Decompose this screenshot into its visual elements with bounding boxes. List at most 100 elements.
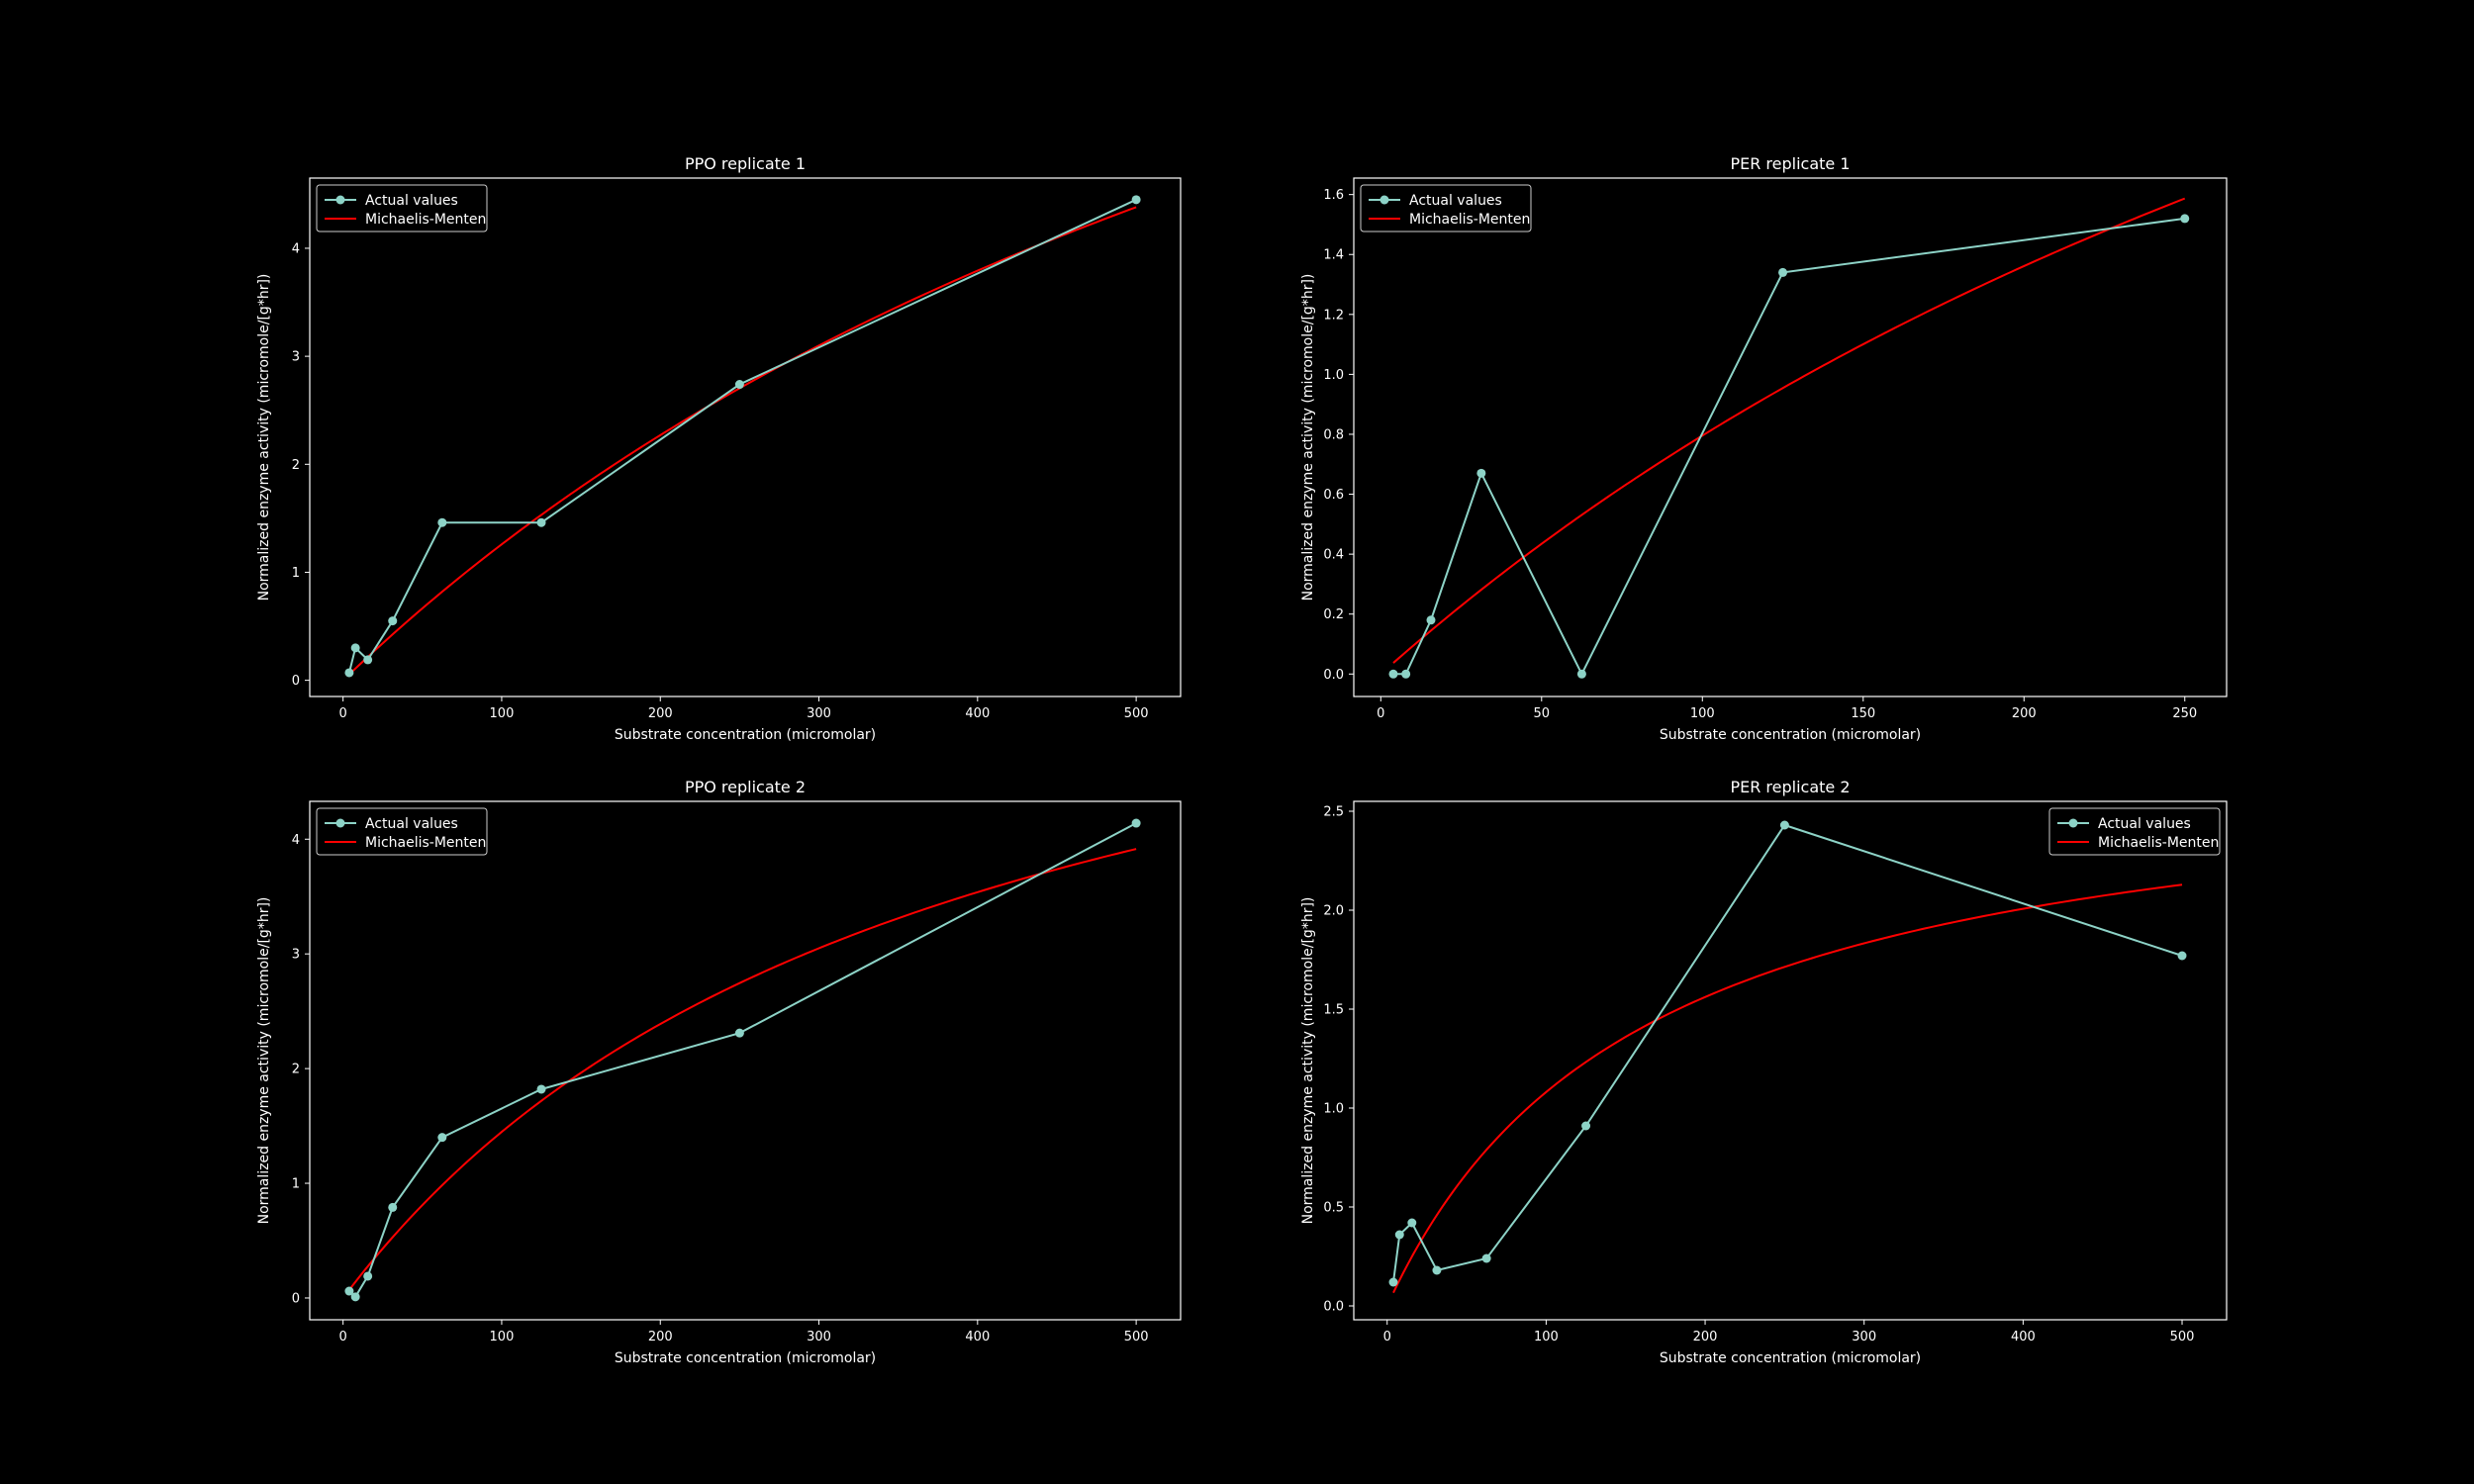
axes-frame — [309, 177, 1182, 697]
actual-value-point — [1131, 818, 1141, 828]
y-axis-label: Normalized enzyme activity (micromole/[g… — [256, 897, 272, 1225]
michaelis-menten-curve — [348, 848, 1137, 1291]
y-tick-label: 0.8 — [1323, 427, 1344, 442]
y-tick-label: 0.0 — [1323, 668, 1344, 683]
legend-actual-marker — [2068, 818, 2078, 828]
actual-values-line — [1392, 823, 2183, 1283]
legend-actual-label: Actual values — [1409, 193, 1502, 209]
chart-title: PER replicate 2 — [1730, 778, 1850, 796]
michaelis-menten-curve — [348, 206, 1137, 676]
x-tick-label: 0 — [1377, 706, 1384, 721]
chart-panel-1: PPO replicate 1 0 100 200 300 400 500 0 1 2 3 4 Subs… — [256, 154, 1182, 743]
legend: Actual values Michaelis-Menten — [2048, 807, 2221, 856]
actual-value-point — [1407, 1218, 1417, 1228]
x-tick-label: 400 — [965, 706, 990, 721]
legend: Actual values Michaelis-Menten — [316, 184, 488, 232]
actual-value-point — [2180, 214, 2190, 224]
actual-value-point — [1131, 195, 1141, 205]
y-axis-label: Normalized enzyme activity (micromole/[g… — [1300, 897, 1316, 1225]
legend-frame — [316, 184, 488, 232]
x-axis-label: Substrate concentration (micromolar) — [615, 727, 876, 743]
y-tick-label: 1.2 — [1323, 308, 1344, 323]
y-tick-label: 2 — [292, 1063, 300, 1077]
actual-value-point — [1432, 1265, 1442, 1275]
x-tick-label: 50 — [1534, 706, 1551, 721]
y-tick-label: 1 — [292, 566, 300, 581]
actual-value-point — [1401, 669, 1411, 679]
legend-actual-label: Actual values — [365, 193, 458, 209]
y-tick-label: 1 — [292, 1177, 300, 1192]
x-axis-label: Substrate concentration (micromolar) — [1660, 1350, 1921, 1366]
x-tick-label: 100 — [490, 1330, 515, 1345]
legend-model-label: Michaelis-Menten — [365, 212, 486, 228]
x-tick-label: 300 — [1852, 1330, 1876, 1345]
plot-area — [1388, 820, 2187, 1294]
x-tick-label: 300 — [807, 1330, 831, 1345]
x-tick-label: 100 — [490, 706, 515, 721]
axes-frame — [1353, 800, 2228, 1321]
actual-value-point — [363, 1271, 373, 1281]
actual-value-point — [1394, 1230, 1404, 1240]
x-tick-label: 400 — [965, 1330, 990, 1345]
actual-value-point — [437, 1133, 447, 1143]
actual-value-point — [536, 517, 546, 527]
x-tick-label: 0 — [1383, 1330, 1391, 1345]
x-tick-label: 100 — [1690, 706, 1715, 721]
actual-value-point — [350, 643, 360, 653]
actual-value-point — [1576, 669, 1586, 679]
y-tick-label: 1.5 — [1323, 1003, 1344, 1018]
actual-value-point — [1476, 468, 1486, 478]
legend-model-label: Michaelis-Menten — [2098, 835, 2219, 851]
y-tick-label: 2.0 — [1323, 904, 1344, 919]
legend-actual-marker — [335, 195, 345, 205]
michaelis-menten-curve — [1392, 883, 2183, 1294]
legend-frame — [1360, 184, 1532, 232]
x-tick-label: 200 — [1693, 1330, 1718, 1345]
legend-actual-label: Actual values — [365, 816, 458, 832]
y-tick-label: 0 — [292, 1291, 300, 1306]
x-axis-label: Substrate concentration (micromolar) — [1660, 727, 1921, 743]
x-tick-label: 300 — [807, 706, 831, 721]
axes-frame — [1353, 177, 2228, 697]
y-tick-label: 1.0 — [1323, 368, 1344, 383]
michaelis-menten-curve — [1392, 197, 2186, 664]
y-tick-label: 0.5 — [1323, 1201, 1344, 1216]
chart-panel-3: PPO replicate 2 0 100 200 300 400 500 0 1 2 3 4 Subs… — [256, 778, 1182, 1366]
actual-value-point — [1779, 820, 1789, 830]
legend-actual-marker — [1380, 195, 1389, 205]
x-axis-label: Substrate concentration (micromolar) — [615, 1350, 876, 1366]
x-tick-label: 150 — [1851, 706, 1875, 721]
actual-value-point — [1388, 1277, 1398, 1287]
y-tick-label: 3 — [292, 948, 300, 963]
y-tick-label: 4 — [292, 241, 300, 256]
axes-frame — [309, 800, 1182, 1321]
actual-values-line — [348, 822, 1137, 1299]
chart-title: PPO replicate 1 — [685, 154, 806, 173]
x-tick-label: 200 — [648, 1330, 673, 1345]
actual-value-point — [388, 1202, 398, 1212]
y-tick-label: 0.6 — [1323, 488, 1344, 503]
actual-value-point — [2177, 951, 2187, 961]
y-axis-label: Normalized enzyme activity (micromole/[g… — [1300, 274, 1316, 602]
legend-actual-label: Actual values — [2098, 816, 2191, 832]
y-tick-label: 0 — [292, 674, 300, 689]
x-tick-label: 0 — [339, 1330, 347, 1345]
y-tick-label: 0.0 — [1323, 1300, 1344, 1315]
plot-area — [344, 818, 1141, 1302]
y-tick-label: 1.4 — [1323, 248, 1344, 263]
x-tick-label: 500 — [2170, 1330, 2195, 1345]
chart-panel-2: PER replicate 1 0 50 100 150 200 250 0.0 0.2 0.4 0… — [1300, 154, 2228, 743]
plot-area — [344, 195, 1141, 678]
actual-value-point — [344, 668, 354, 678]
plot-area — [1388, 197, 2190, 679]
actual-value-point — [344, 1286, 354, 1296]
actual-value-point — [388, 616, 398, 626]
y-axis-label: Normalized enzyme activity (micromole/[g… — [256, 274, 272, 602]
actual-value-point — [734, 380, 744, 390]
actual-value-point — [734, 1028, 744, 1038]
x-tick-label: 200 — [2012, 706, 2037, 721]
y-tick-label: 0.2 — [1323, 607, 1344, 622]
x-tick-label: 100 — [1534, 1330, 1559, 1345]
actual-values-line — [1392, 217, 2185, 677]
